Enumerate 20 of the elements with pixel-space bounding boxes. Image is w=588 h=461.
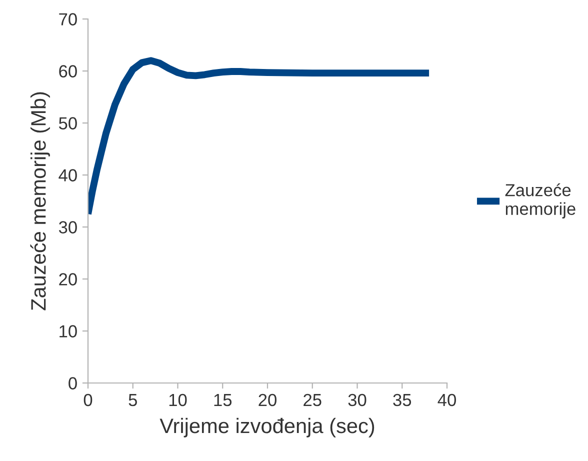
y-tick-label: 20: [59, 273, 77, 286]
x-tick-label: 10: [169, 394, 187, 406]
y-tick-label: 70: [59, 13, 77, 26]
legend-label: Zauzeće memorije: [505, 183, 576, 218]
y-tick-label: 50: [58, 117, 77, 130]
y-tick-label: 40: [58, 169, 77, 182]
x-tick-label: 5: [128, 394, 137, 406]
x-tick-label: 40: [438, 394, 456, 406]
y-axis-title: Zauzeće memorije (Mb): [30, 92, 50, 310]
y-tick-label: 60: [59, 65, 77, 78]
x-tick-label: 0: [84, 394, 92, 406]
x-tick-label: 15: [214, 394, 232, 406]
x-tick-label: 20: [258, 394, 276, 406]
x-tick-label: 30: [348, 394, 366, 406]
x-axis-title: Vrijeme izvođenja (sec): [160, 418, 374, 438]
x-tick-label: 35: [393, 394, 412, 406]
x-tick-label: 25: [304, 394, 322, 406]
y-tick-label: 10: [60, 325, 77, 338]
y-tick-label: 30: [58, 221, 77, 234]
y-tick-label: 0: [68, 377, 77, 390]
